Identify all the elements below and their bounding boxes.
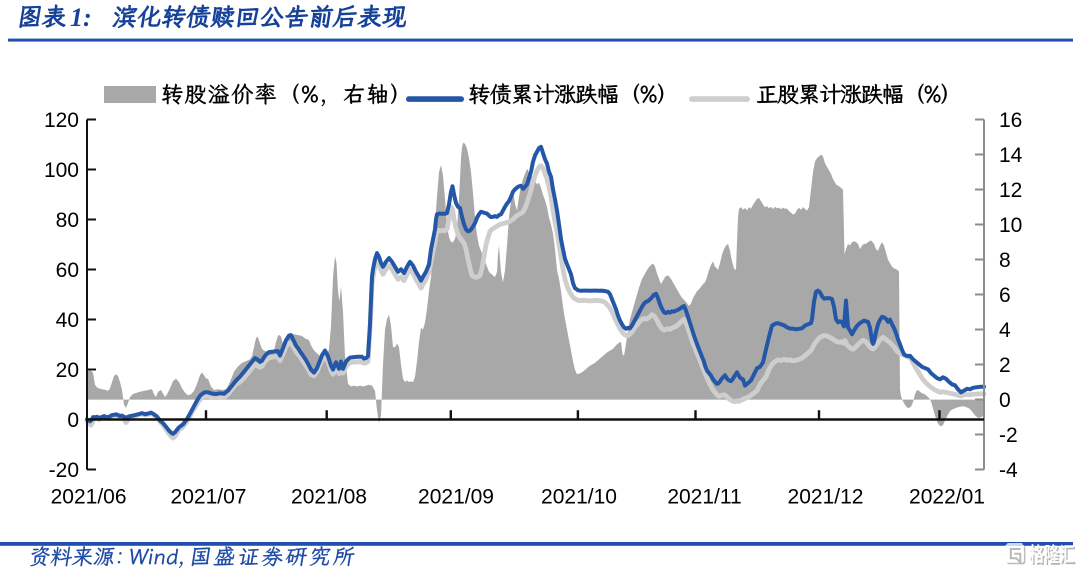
svg-text:80: 80 (56, 209, 79, 232)
svg-text:12: 12 (999, 179, 1022, 202)
svg-text:0: 0 (67, 409, 79, 432)
svg-text:2021/08: 2021/08 (291, 486, 367, 509)
svg-text:2: 2 (999, 354, 1011, 377)
svg-text:0: 0 (999, 389, 1011, 412)
svg-text:10: 10 (999, 214, 1022, 237)
svg-text:-20: -20 (49, 459, 79, 482)
svg-text:-2: -2 (999, 424, 1018, 447)
svg-text:2021/10: 2021/10 (541, 486, 617, 509)
svg-text:16: 16 (999, 109, 1022, 132)
svg-text:4: 4 (999, 319, 1011, 342)
svg-text:-4: -4 (999, 459, 1018, 482)
svg-text:2021/09: 2021/09 (418, 486, 494, 509)
svg-text:100: 100 (44, 159, 79, 182)
svg-text:120: 120 (44, 109, 79, 132)
svg-text:2021/12: 2021/12 (788, 486, 864, 509)
svg-text:8: 8 (999, 249, 1011, 272)
svg-text:40: 40 (56, 309, 79, 332)
svg-text:1:: 1: (70, 3, 92, 32)
svg-text:60: 60 (56, 259, 79, 282)
svg-text:2021/06: 2021/06 (51, 486, 127, 509)
svg-text:2021/07: 2021/07 (171, 486, 247, 509)
svg-text:20: 20 (56, 359, 79, 382)
svg-text:2021/11: 2021/11 (667, 486, 741, 509)
svg-text:6: 6 (999, 284, 1011, 307)
svg-text:2022/01: 2022/01 (909, 486, 985, 509)
svg-text:14: 14 (999, 144, 1023, 167)
